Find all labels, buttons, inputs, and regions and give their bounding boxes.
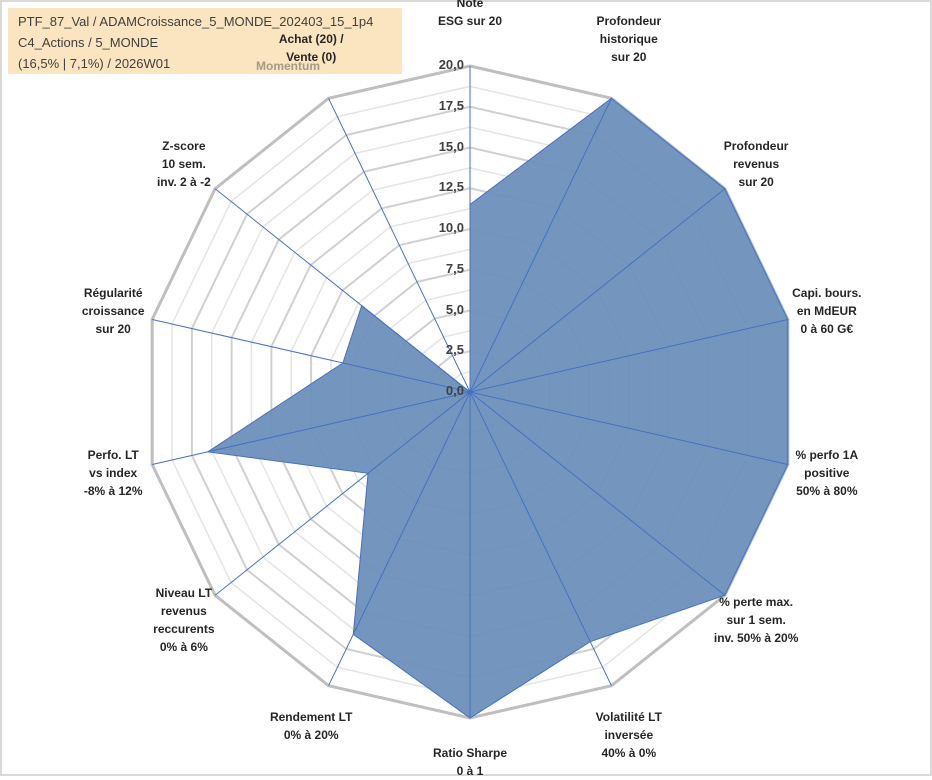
axis-label-line: 0 à 1 (456, 764, 484, 778)
axis-label-line: Vente (0) (286, 50, 337, 65)
axis-label: % perfo 1A positive 50% à 80% (795, 446, 858, 500)
axis-label-line: 0 à 60 G€ (800, 321, 854, 336)
tick-label: 20,0 (438, 57, 464, 72)
axis-label-line: inv. 50% à 20% (713, 631, 799, 646)
axis-label-line: Note (456, 0, 484, 10)
axis-label-line: 50% à 80% (796, 484, 858, 499)
axis-label-line: sur 20 (738, 174, 774, 189)
axis-spoke (469, 391, 788, 466)
tick-label: 0,0 (445, 383, 464, 398)
axis-label-line: croissance (81, 303, 145, 318)
axis-spoke (214, 391, 471, 596)
axis-label: Ratio Sharpe 0 à 1 (433, 744, 507, 780)
axis-label-line: historique (599, 32, 658, 47)
axis-label: Niveau LT revenus reccurents 0% à 6% (153, 584, 214, 656)
tick-label: 15,0 (438, 138, 464, 154)
axis-label-line: 10 sem. (161, 156, 206, 171)
tick-label: 7,5 (445, 260, 464, 276)
portfolio-category: C4_Actions / 5_MONDE (18, 35, 159, 50)
tick-label: 2,5 (445, 342, 464, 358)
axis-label-line: Perfo. LT (87, 448, 139, 463)
portfolio-stats: (16,5% | 7,1%) / 2026W01 (18, 56, 171, 71)
axis-label: Z-score 10 sem. inv. 2 à -2 (157, 137, 211, 191)
series-area (206, 97, 789, 719)
axis-label-line: ESG sur 20 (437, 14, 503, 28)
axis-label-line: inversée (604, 727, 654, 742)
axis-label-line: 40% à 0% (601, 745, 657, 760)
axis-label-line: Niveau LT (155, 586, 213, 601)
axis-label-line: positive (804, 466, 850, 481)
tick-label: 12,5 (438, 179, 464, 195)
axis-label: Rendement LT 0% à 20% (270, 708, 352, 744)
tick-label: 10,0 (438, 220, 464, 235)
axis-label-line: Ratio Sharpe (432, 746, 508, 760)
tick-label: 5,0 (445, 301, 464, 317)
axis-label-line: Profondeur (596, 14, 662, 29)
axis-label-line: sur 20 (611, 50, 647, 65)
axis-label-line: % perfo 1A (795, 448, 859, 463)
axis-label-line: Z-score (162, 138, 206, 153)
axis-label-line: vs index (89, 466, 138, 481)
axis-label-line: revenus (160, 604, 207, 619)
axis-label: Perfo. LT vs index -8% à 12% (84, 446, 143, 500)
axis-label: Capi. bours. en MdEUR 0 à 60 G€ (792, 284, 861, 338)
axis-label: Volatilité LT inversée 40% à 0% (596, 708, 662, 762)
axis-spoke (469, 98, 612, 393)
axis-spoke (328, 98, 471, 393)
axis-label-line: Profondeur (723, 138, 789, 153)
axis-label: Régularité croissance sur 20 (82, 284, 145, 338)
axis-label: Achat (20) / Vente (0) (279, 30, 344, 66)
axis-label: % perte max. sur 1 sem. inv. 50% à 20% (714, 593, 799, 647)
axis-label-line: Volatilité LT (595, 709, 662, 724)
axis-label-line: reccurents (153, 622, 215, 637)
axis-spoke (152, 318, 471, 393)
axis-label-line: revenus (733, 156, 780, 171)
axis-label: Profondeur revenus sur 20 (724, 137, 789, 191)
axis-spoke (469, 391, 726, 596)
axis-spoke (469, 391, 612, 686)
axis-spoke (152, 391, 471, 466)
axis-label-line: Achat (20) / (278, 32, 344, 47)
portfolio-info-box: PTF_87_Val / ADAMCroissance_5_MONDE_2024… (8, 8, 402, 74)
axis-spoke (328, 391, 471, 686)
axis-label-line: en MdEUR (796, 303, 857, 318)
axis-label-line: Capi. bours. (792, 285, 862, 300)
axis-label-line: sur 1 sem. (726, 613, 786, 628)
axis-label: Profondeur historique sur 20 (596, 12, 661, 66)
momentum-label: Momentum (256, 59, 320, 73)
axis-spoke (469, 188, 726, 393)
axis-label: Note ESG sur 20 (438, 0, 502, 30)
axis-label-line: -8% à 12% (83, 484, 143, 499)
axis-label-line: % perte max. (719, 595, 794, 610)
axis-label-line: Rendement LT (269, 709, 353, 724)
axis-label-line: 0% à 6% (159, 640, 208, 655)
axis-label-line: 0% à 20% (283, 727, 339, 742)
axis-label-line: Régularité (83, 285, 143, 300)
axis-label-line: sur 20 (95, 321, 131, 336)
portfolio-name: PTF_87_Val / ADAMCroissance_5_MONDE_2024… (18, 14, 374, 29)
axis-spoke (469, 318, 788, 393)
axis-label-line: inv. 2 à -2 (156, 174, 211, 189)
axis-spoke (214, 188, 471, 393)
tick-label: 17,5 (438, 97, 464, 113)
